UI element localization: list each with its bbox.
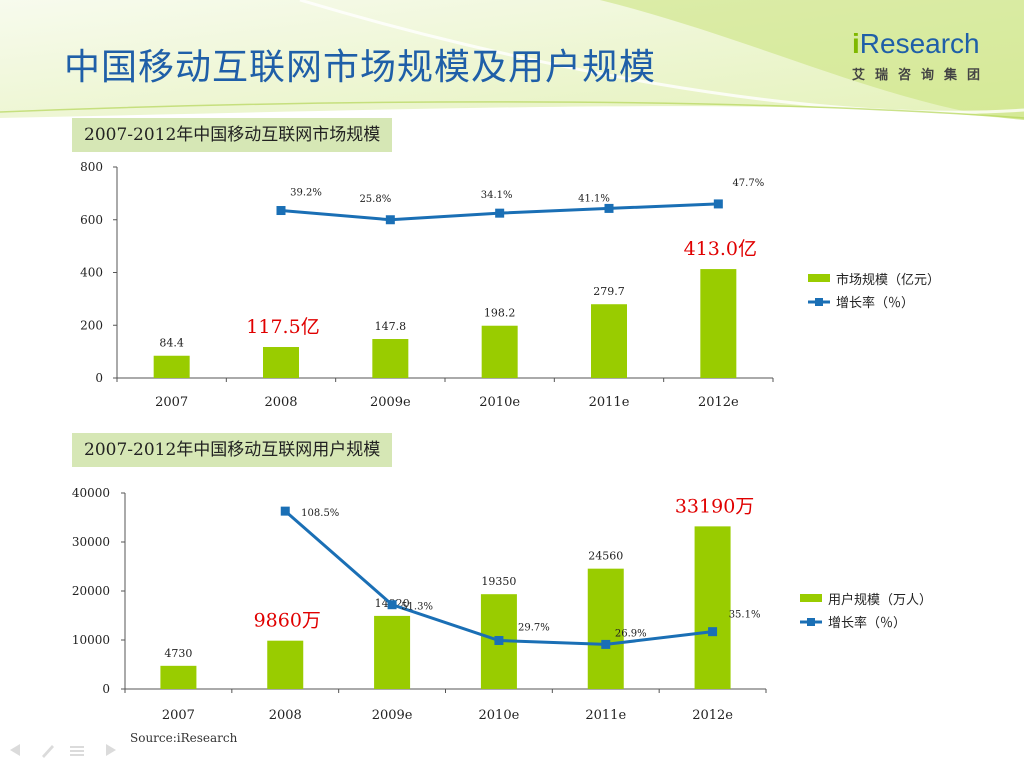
legend-line-label: 增长率（％）: [828, 615, 906, 631]
logo-company-name: 艾瑞咨询集团: [852, 68, 991, 83]
bar-value-label: 24560: [588, 550, 623, 563]
bar: [267, 640, 304, 689]
y-tick-label: 40000: [72, 486, 110, 500]
x-tick-label: 2010e: [479, 395, 520, 410]
growth-rate-label: 29.7%: [518, 622, 550, 633]
bar: [374, 615, 411, 689]
x-tick-label: 2011e: [585, 708, 626, 723]
y-tick-label: 600: [80, 213, 103, 227]
x-tick-label: 2011e: [589, 395, 630, 410]
y-tick-label: 200: [80, 318, 103, 332]
bar-highlight-label: 9860万: [254, 610, 321, 632]
legend-bar-swatch: [800, 594, 822, 602]
x-tick-label: 2009e: [372, 708, 413, 723]
bar-value-label: 4730: [164, 647, 192, 660]
legend-bar-swatch: [808, 274, 830, 282]
line-point: [601, 639, 611, 649]
y-tick-label: 0: [95, 371, 103, 385]
chart2-container: 0 10000 20000 30000 40000 2007 2008 2009e 2010e 2…: [0, 480, 1024, 730]
line-point: [280, 506, 290, 516]
bar: [587, 568, 624, 689]
bar-value-label: 84.4: [159, 337, 184, 350]
bar: [153, 355, 190, 378]
growth-rate-label: 41.1%: [578, 193, 610, 204]
chart1-title: 2007-2012年中国移动互联网市场规模: [72, 118, 393, 152]
line-point: [387, 600, 397, 610]
pen-icon[interactable]: [42, 745, 54, 758]
bar: [160, 665, 197, 689]
bar-value-label: 198.2: [484, 307, 516, 320]
user-size-chart: 0 10000 20000 30000 40000 2007 2008 2009e 2010e 2…: [72, 486, 932, 723]
bar-value-label: 147.8: [375, 320, 407, 333]
bar: [591, 304, 627, 378]
legend-bar-label: 用户规模（万人）: [828, 592, 932, 608]
growth-rate-label: 25.8%: [359, 194, 391, 205]
line-point: [713, 199, 723, 209]
slide-nav-controls[interactable]: [8, 740, 128, 760]
x-tick-label: 2009e: [370, 395, 411, 410]
bar: [700, 269, 737, 378]
prev-arrow-icon[interactable]: [10, 744, 20, 756]
logo-wordmark: iResearch: [852, 28, 980, 59]
growth-rate-label: 26.9%: [615, 628, 647, 639]
y-tick-label: 10000: [72, 633, 110, 647]
x-tick-label: 2012e: [692, 708, 733, 723]
bar: [263, 347, 299, 378]
y-tick-label: 20000: [72, 584, 110, 598]
growth-rate-label: 108.5%: [301, 508, 339, 519]
x-tick-label: 2008: [269, 708, 302, 723]
bar-highlight-label: 413.0亿: [684, 238, 757, 260]
source-note: Source:iResearch: [130, 731, 238, 745]
y-tick-label: 30000: [72, 535, 110, 549]
line-point: [604, 203, 614, 213]
y-tick-label: 400: [80, 266, 103, 280]
growth-rate-label: 51.3%: [401, 602, 433, 613]
line-point: [385, 215, 395, 225]
bar-highlight-label: 33190万: [675, 495, 754, 517]
x-tick-label: 2007: [162, 708, 195, 723]
chart2-title: 2007-2012年中国移动互联网用户规模: [72, 433, 393, 467]
line-point: [276, 206, 286, 216]
y-tick-label: 800: [80, 160, 103, 174]
bar-value-label: 279.7: [593, 285, 625, 298]
bar: [481, 325, 518, 378]
x-tick-label: 2008: [264, 395, 297, 410]
bar: [694, 526, 731, 689]
growth-rate-label: 39.2%: [290, 188, 322, 199]
bar-value-label: 19350: [481, 575, 516, 588]
legend-line-label: 增长率（％）: [836, 295, 914, 311]
x-tick-label: 2010e: [479, 708, 520, 723]
chart1-container: 0 200 400 600 800 2007 2008 2009e 2010e 2011e 2012…: [0, 152, 1024, 422]
legend: 用户规模（万人） 增长率（％）: [800, 592, 932, 631]
growth-rate-label: 34.1%: [481, 190, 513, 201]
x-tick-label: 2007: [155, 395, 188, 410]
growth-rate-label: 47.7%: [732, 178, 764, 189]
line-point: [494, 635, 504, 645]
bar-highlight-label: 117.5亿: [246, 316, 319, 338]
menu-icon[interactable]: [70, 746, 84, 756]
growth-rate-label: 35.1%: [729, 610, 761, 621]
line-point: [708, 627, 718, 637]
legend-line-marker: [815, 298, 823, 306]
next-arrow-icon[interactable]: [106, 744, 116, 756]
x-tick-label: 2012e: [698, 395, 739, 410]
bar: [372, 339, 409, 378]
page-title: 中国移动互联网市场规模及用户规模: [64, 47, 657, 88]
y-tick-label: 0: [102, 682, 110, 696]
iresearch-logo: iResearch 艾瑞咨询集团: [852, 28, 1002, 98]
line-point: [495, 208, 505, 218]
legend-line-marker: [807, 618, 815, 626]
legend-bar-label: 市场规模（亿元）: [836, 272, 940, 288]
legend: 市场规模（亿元） 增长率（％）: [808, 272, 940, 311]
market-size-chart: 0 200 400 600 800 2007 2008 2009e 2010e 2011e 2012…: [80, 160, 940, 410]
